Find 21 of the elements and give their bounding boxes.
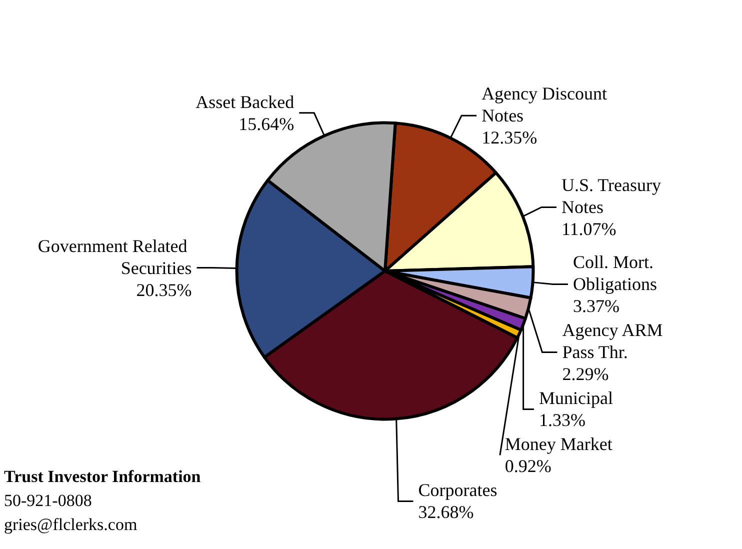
text: 50-921-0808 [4, 491, 92, 510]
slice-label: Agency Discount Notes [482, 84, 612, 126]
slice-label: Money Market [504, 434, 612, 454]
slice-label: U.S. Treasury Notes [561, 175, 666, 218]
data-label: 3.37% [572, 296, 620, 316]
data-label: 1.33% [538, 410, 586, 430]
slice-label: Corporates [418, 480, 498, 500]
data-label: 0.92% [504, 456, 552, 476]
data-label: 15.64% [238, 114, 294, 134]
slice-label: Coll. Mort. Obligations [572, 252, 658, 294]
slice-label: Asset Backed [196, 92, 294, 112]
slice-label: Municipal [538, 388, 613, 408]
data-label: 11.07% [561, 219, 616, 240]
slice-label: Government Related Securities [38, 236, 192, 278]
data-label: 20.35% [136, 280, 192, 300]
data-label: 2.29% [562, 364, 609, 384]
slice-label: Agency ARM Pass Thr. [562, 320, 668, 362]
text: Trust Investor Information [4, 467, 202, 486]
data-label: 12.35% [482, 128, 538, 148]
text: gries@flclerks.com [4, 515, 138, 534]
data-label: 32.68% [418, 502, 474, 522]
